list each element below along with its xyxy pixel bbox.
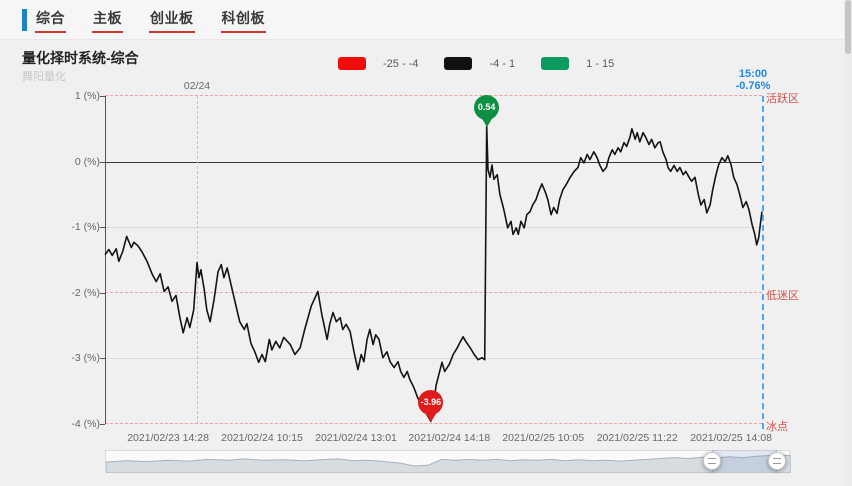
y-axis-tick: [100, 161, 105, 163]
zone-label: 低迷区: [766, 289, 799, 302]
y-axis-tick: [100, 292, 105, 294]
datazoom-handle-right[interactable]: [768, 452, 786, 470]
series-line: [104, 125, 763, 423]
x-axis-label: 2021/02/25 11:22: [596, 432, 678, 444]
current-value-label: -0.76%: [735, 80, 771, 92]
chart-legend: -25 - -4 -4 - 1 1 - 15: [338, 57, 640, 70]
tab-chinext[interactable]: 创业板: [149, 6, 195, 33]
handle-grip-icon: [707, 458, 716, 464]
day-divider-label: 02/24: [183, 80, 211, 92]
y-axis-label: 1 (%): [74, 90, 100, 102]
legend-item-green[interactable]: 1 - 15: [541, 57, 614, 70]
legend-swatch-black: [444, 57, 473, 70]
y-axis-label: -4 (%): [71, 418, 100, 430]
handle-grip-icon: [773, 458, 781, 464]
legend-item-red[interactable]: -25 - -4: [338, 57, 418, 70]
day-divider-line: [197, 96, 198, 424]
tab-main-board[interactable]: 主板: [92, 6, 123, 33]
page-title: 量化择时系统-综合: [22, 50, 139, 66]
overview-area: [105, 454, 792, 474]
current-time-line: [762, 96, 764, 429]
legend-label: -25 - -4: [383, 57, 419, 70]
x-axis-label: 2021/02/25 10:05: [502, 432, 585, 444]
legend-label: 1 - 15: [586, 57, 615, 70]
gridline: [105, 227, 762, 229]
current-time-label: 15:00: [738, 68, 768, 80]
pin-tail: [424, 412, 437, 428]
datazoom-slider[interactable]: [105, 450, 792, 474]
zone-label: 活跃区: [766, 93, 799, 105]
datazoom-handle-left[interactable]: [702, 452, 721, 470]
x-axis-label: 2021/02/24 10:15: [221, 432, 303, 444]
scrollbar-track: [844, 0, 852, 486]
min-pin-marker: -3.96: [418, 390, 444, 423]
gridline: [105, 358, 762, 360]
legend-item-black[interactable]: -4 - 1: [444, 57, 515, 70]
legend-label: -4 - 1: [489, 57, 516, 70]
zero-line: [105, 161, 762, 163]
y-axis-tick: [100, 227, 105, 229]
y-axis-tick: [100, 424, 105, 425]
top-nav: 综合 主板 创业板 科创板: [0, 0, 852, 40]
tab-composite[interactable]: 综合: [35, 6, 66, 33]
y-axis-label: -2 (%): [71, 286, 100, 299]
scrollbar-thumb[interactable]: [845, 0, 851, 54]
y-axis-label: 0 (%): [74, 155, 100, 168]
pin-label: 0.54: [474, 95, 500, 121]
y-axis-label: -3 (%): [71, 352, 100, 365]
y-axis-tick: [100, 96, 105, 97]
x-axis-label: 2021/02/25 14:08: [690, 432, 772, 444]
pin-label: -3.96: [418, 390, 444, 416]
y-axis-tick: [100, 358, 105, 360]
x-axis-label: 2021/02/24 13:01: [315, 432, 397, 444]
zone-line: [105, 95, 762, 96]
zone-line: [105, 291, 762, 293]
y-axis-line: [105, 96, 106, 424]
datazoom-overview: [105, 454, 792, 474]
pin-tail: [480, 117, 493, 133]
legend-swatch-red: [338, 57, 366, 70]
x-axis-label: 2021/02/24 14:18: [408, 432, 491, 444]
zone-label: 冰点: [766, 421, 788, 433]
x-axis-label: 2021/02/23 14:28: [127, 432, 209, 444]
y-axis-label: -1 (%): [71, 221, 100, 234]
max-pin-marker: 0.54: [474, 95, 500, 128]
zone-line: [105, 423, 762, 424]
legend-swatch-green: [541, 57, 570, 70]
tab-star-market[interactable]: 科创板: [220, 6, 266, 33]
watermark-label: 舞阳量化: [22, 71, 66, 83]
nav-accent-bar: [22, 8, 27, 31]
